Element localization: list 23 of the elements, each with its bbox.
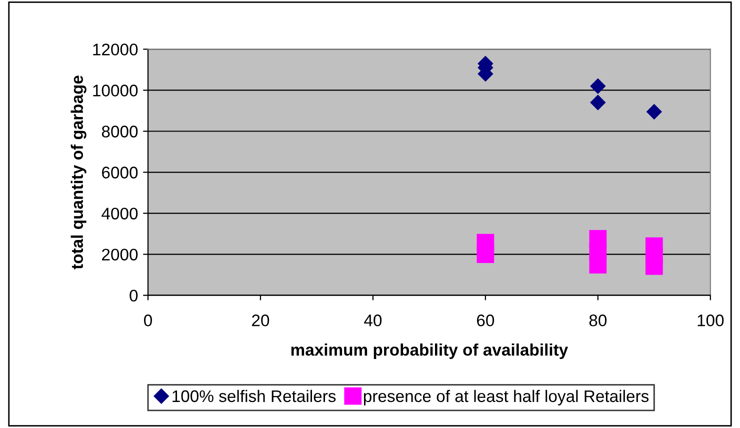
point — [590, 78, 606, 94]
y-tick-label: 12000 — [93, 44, 138, 56]
y-tick-label: 0 — [130, 290, 138, 302]
y-tick-label: 10000 — [93, 84, 138, 96]
legend-label: 100% selfish Retailers — [172, 390, 336, 402]
point — [590, 94, 606, 110]
y-tick-label: 2000 — [102, 248, 138, 261]
y-axis-title: total quantity of garbage — [70, 76, 86, 270]
point — [646, 104, 662, 120]
x-tick-label: 80 — [589, 314, 607, 326]
x-tick-label: 20 — [252, 314, 270, 326]
point — [476, 246, 494, 263]
legend-label: presence of at least half loyal Retailers — [364, 390, 649, 406]
x-tick-label: 60 — [477, 314, 494, 326]
y-tick-label: 8000 — [102, 126, 138, 138]
x-tick-label: 40 — [364, 314, 382, 326]
x-axis-title: maximum probability of availability — [291, 343, 568, 360]
x-tick-label: 100 — [698, 314, 724, 326]
point — [645, 258, 663, 275]
x-tick-label: 0 — [144, 314, 152, 326]
y-tick-label: 6000 — [102, 166, 138, 178]
y-tick-label: 4000 — [102, 208, 138, 220]
point — [589, 256, 607, 274]
